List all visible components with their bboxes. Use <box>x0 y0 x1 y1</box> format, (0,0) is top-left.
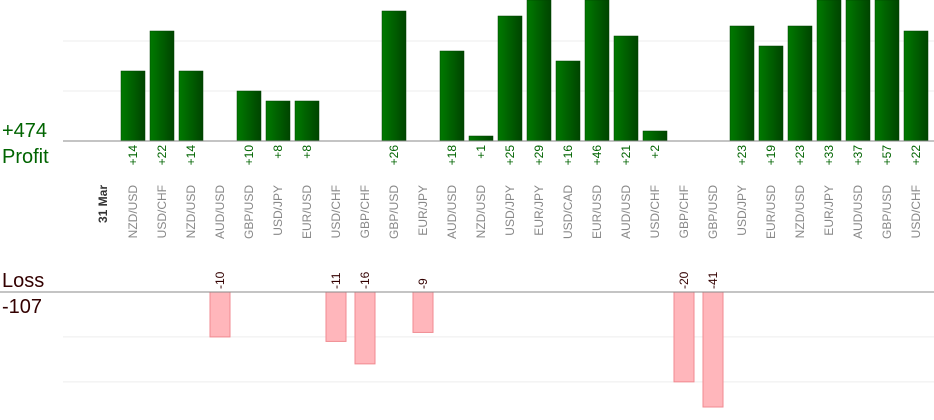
profit-bar <box>526 0 552 142</box>
x-tick-label: USD/JPY <box>735 185 749 236</box>
loss-total: -107 <box>2 296 42 318</box>
x-tick-label: NZD/USD <box>126 185 140 239</box>
x-tick-label: NZD/USD <box>793 185 807 239</box>
x-tick-label: AUD/USD <box>619 185 633 239</box>
value-label: +10 <box>242 145 256 166</box>
value-label: +33 <box>822 145 836 166</box>
profit-bar <box>149 30 175 142</box>
profit-bar <box>903 30 929 142</box>
x-tick-label: EUR/USD <box>300 185 314 239</box>
x-tick-label: USD/CHF <box>155 185 169 238</box>
profit-bar <box>729 25 755 142</box>
x-tick-label: NZD/USD <box>474 185 488 239</box>
profit-title: Profit <box>2 146 49 168</box>
x-tick-label: USD/CAD <box>561 185 575 239</box>
x-tick-label: USD/CHF <box>329 185 343 238</box>
value-label: -41 <box>706 271 720 289</box>
profit-bar <box>381 10 407 142</box>
x-tick-label: EUR/USD <box>590 185 604 239</box>
profit-bar <box>758 45 784 142</box>
loss-bar <box>325 291 347 342</box>
value-label: +16 <box>561 145 575 166</box>
x-tick-label: EUR/JPY <box>532 185 546 236</box>
x-tick-label: NZD/USD <box>184 185 198 239</box>
x-tick-label: EUR/USD <box>764 185 778 239</box>
value-label: +23 <box>793 145 807 166</box>
value-label: +21 <box>619 145 633 166</box>
profit-bar <box>613 35 639 142</box>
profit-bar <box>439 50 465 142</box>
value-label: +22 <box>909 145 923 166</box>
x-tick-label: EUR/JPY <box>822 185 836 236</box>
value-label: +22 <box>155 145 169 166</box>
x-tick-label: GBP/CHF <box>358 185 372 238</box>
value-label: +37 <box>851 145 865 166</box>
x-tick-label: GBP/USD <box>387 185 401 239</box>
profit-bar <box>265 100 291 142</box>
x-tick-label: GBP/USD <box>706 185 720 239</box>
value-label: +1 <box>474 145 488 159</box>
profit-bar <box>584 0 610 142</box>
value-label: +14 <box>184 145 198 166</box>
value-label: -16 <box>358 271 372 289</box>
value-label: +29 <box>532 145 546 166</box>
value-label: -11 <box>329 272 343 289</box>
value-label: +23 <box>735 145 749 166</box>
value-label: +26 <box>387 145 401 166</box>
x-tick-label: AUD/USD <box>851 185 865 239</box>
profit-bar <box>642 130 668 142</box>
profit-bar <box>787 25 813 142</box>
x-tick-label: EUR/JPY <box>416 185 430 236</box>
x-tick-label: USD/JPY <box>503 185 517 236</box>
value-label: +19 <box>764 145 778 166</box>
x-tick-label: AUD/USD <box>445 185 459 239</box>
profit-bar <box>178 70 204 142</box>
loss-bar <box>673 291 695 383</box>
profit-bar <box>845 0 871 142</box>
date-label: 31 Mar <box>96 185 110 223</box>
value-label: -20 <box>677 271 691 289</box>
value-label: -9 <box>416 278 430 289</box>
loss-bar <box>412 291 434 333</box>
profit-bar <box>468 135 494 142</box>
x-tick-label: USD/CHF <box>909 185 923 238</box>
loss-bar <box>209 291 231 338</box>
loss-bar <box>702 291 724 408</box>
loss-bar <box>354 291 376 365</box>
x-tick-label: USD/CHF <box>648 185 662 238</box>
profit-bar <box>816 0 842 142</box>
x-tick-label: GBP/USD <box>880 185 894 239</box>
profit-bar <box>120 70 146 142</box>
value-label: +14 <box>126 145 140 166</box>
value-label: +57 <box>880 145 894 166</box>
value-label: +8 <box>300 145 314 159</box>
profit-total: +474 <box>2 120 47 142</box>
profit-bar <box>236 90 262 142</box>
x-tick-label: USD/JPY <box>271 185 285 236</box>
loss-title: Loss <box>2 270 44 292</box>
profit-bar <box>555 60 581 142</box>
profit-bar <box>294 100 320 142</box>
profit-bar <box>874 0 900 142</box>
value-label: +2 <box>648 145 662 159</box>
value-label: -10 <box>213 271 227 289</box>
x-tick-label: AUD/USD <box>213 185 227 239</box>
value-label: +18 <box>445 145 459 166</box>
value-label: +46 <box>590 145 604 166</box>
profit-bar <box>497 15 523 142</box>
x-tick-label: GBP/CHF <box>677 185 691 238</box>
x-tick-label: GBP/USD <box>242 185 256 239</box>
value-label: +25 <box>503 145 517 166</box>
value-label: +8 <box>271 145 285 159</box>
